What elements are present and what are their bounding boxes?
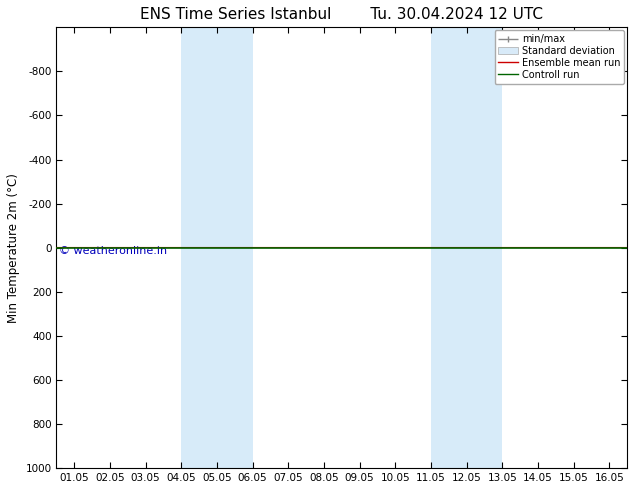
Text: © weatheronline.in: © weatheronline.in [60,245,167,255]
Legend: min/max, Standard deviation, Ensemble mean run, Controll run: min/max, Standard deviation, Ensemble me… [495,30,624,84]
Y-axis label: Min Temperature 2m (°C): Min Temperature 2m (°C) [7,173,20,323]
Title: ENS Time Series Istanbul        Tu. 30.04.2024 12 UTC: ENS Time Series Istanbul Tu. 30.04.2024 … [140,7,543,22]
Bar [181,27,252,468]
Bar [431,27,502,468]
